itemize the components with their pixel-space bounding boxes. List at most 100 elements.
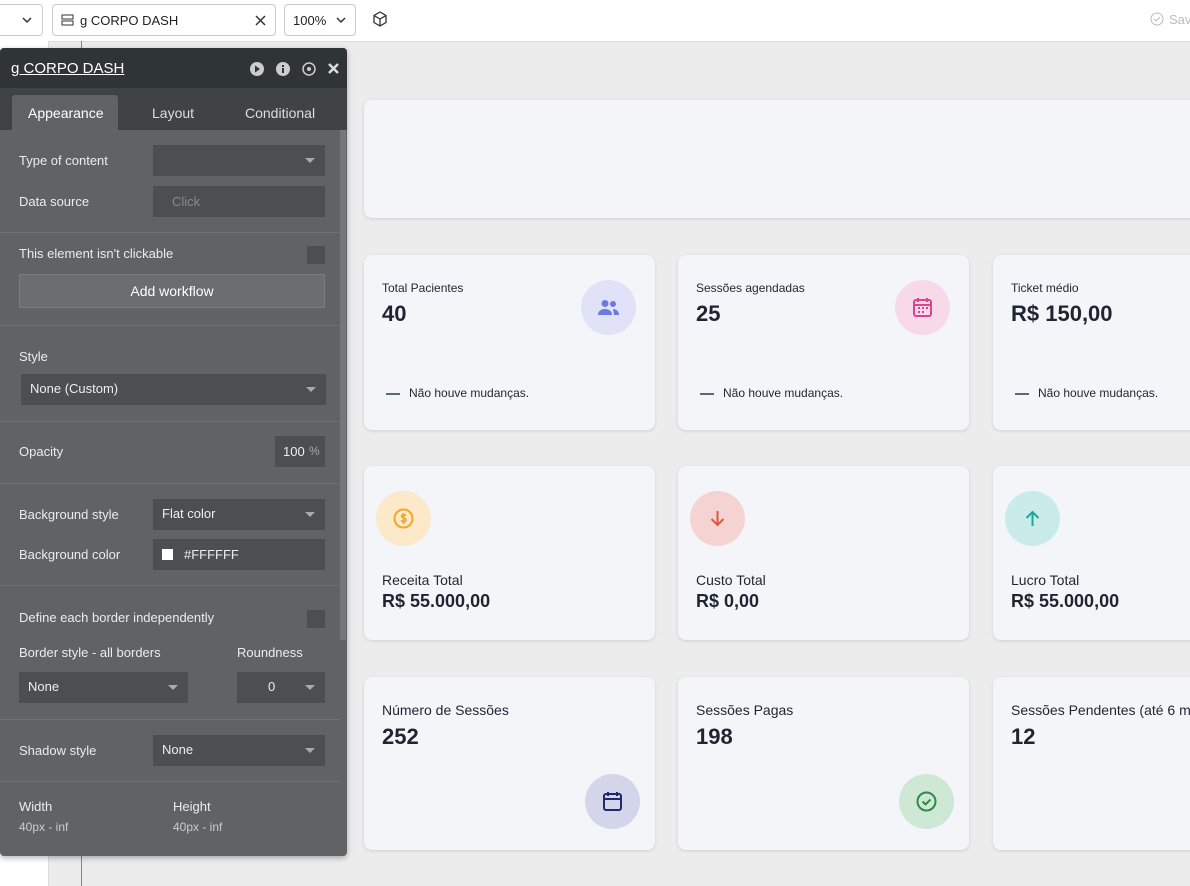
dash-icon [700, 393, 714, 395]
value: 40px - inf [19, 820, 69, 834]
header-card [364, 100, 1190, 218]
label: Opacity [19, 444, 64, 459]
stat-card: Número de Sessões 252 [364, 677, 655, 850]
stat-value: 25 [696, 301, 721, 326]
stat-card: Receita Total R$ 55.000,00 [364, 466, 655, 640]
stat-label: Total Pacientes [382, 281, 464, 295]
checkbox[interactable] [307, 246, 325, 264]
stat-icon [585, 774, 640, 829]
checkbox[interactable] [307, 610, 325, 628]
dropdown[interactable]: None [19, 672, 188, 703]
separator [0, 421, 340, 422]
stat-value: 198 [696, 724, 733, 749]
page-dropdown[interactable] [0, 4, 43, 36]
color-input[interactable]: #FFFFFF [153, 539, 325, 570]
stat-icon [581, 280, 636, 335]
tab-label: g CORPO DASH [80, 13, 179, 28]
opacity-input[interactable]: 100% [275, 436, 325, 467]
stat-label: Sessões Pendentes (até 6 m [1011, 702, 1190, 718]
label: Border style - all borders [19, 645, 161, 660]
label: Style [19, 349, 48, 364]
label: Type of content [19, 153, 108, 168]
dropdown[interactable]: 0 [237, 672, 325, 703]
dash-icon [1015, 393, 1029, 395]
dropdown[interactable]: None (Custom) [21, 374, 326, 405]
property-panel: g CORPO DASH Appearance Layout Condition… [0, 48, 347, 856]
panel-icons[interactable] [249, 61, 344, 77]
separator [0, 483, 340, 484]
separator [0, 781, 340, 782]
stat-note: Não houve mudanças. [409, 386, 530, 400]
stat-value: R$ 55.000,00 [1011, 591, 1120, 611]
stat-note: Não houve mudanças. [723, 386, 844, 400]
separator [0, 719, 340, 720]
element-tab[interactable]: g CORPO DASH [52, 4, 276, 36]
stat-icon [690, 491, 745, 546]
stat-card: Custo Total R$ 0,00 [678, 466, 969, 640]
chevron [22, 17, 32, 24]
input[interactable]: Click [153, 186, 325, 217]
tab[interactable]: Layout [152, 105, 195, 121]
stat-value: 12 [1011, 724, 1036, 749]
stat-label: Sessões agendadas [696, 281, 805, 295]
label: Roundness [237, 645, 303, 660]
stat-icon [899, 774, 954, 829]
stat-value: R$ 150,00 [1011, 301, 1113, 326]
label: Width [19, 799, 53, 814]
close[interactable] [255, 15, 266, 26]
label: Background color [19, 547, 121, 562]
separator [0, 325, 340, 326]
swatch [162, 549, 173, 560]
stat-label: Ticket médio [1011, 281, 1079, 295]
value: #FFFFFF [184, 547, 239, 562]
placeholder: Click [172, 194, 201, 209]
stat-value: R$ 55.000,00 [382, 591, 491, 611]
stat-value: 252 [382, 724, 419, 749]
dropdown[interactable]: Flat color [153, 499, 325, 530]
unit: % [309, 444, 320, 458]
dropdown[interactable] [153, 145, 325, 176]
stat-label: Lucro Total [1011, 572, 1080, 588]
dash-icon [386, 393, 400, 395]
saved-icon [1150, 12, 1164, 26]
stat-card: Ticket médio R$ 150,00 Não houve mudanças. [993, 255, 1190, 430]
stat-card: Sessões agendadas 25 Não houve mudanças. [678, 255, 969, 430]
stat-label: Sessões Pagas [696, 702, 794, 718]
stat-label: Custo Total [696, 572, 766, 588]
tab[interactable]: Appearance [28, 105, 104, 121]
label: Data source [19, 194, 90, 209]
stat-value: 40 [382, 301, 407, 326]
separator [0, 232, 340, 233]
tab[interactable]: Conditional [245, 105, 316, 121]
stat-label: Número de Sessões [382, 702, 509, 718]
scrollbar[interactable] [340, 130, 346, 640]
active-tab[interactable] [12, 95, 118, 130]
stat-icon [895, 280, 950, 335]
label: Background style [19, 507, 119, 522]
stat-card: Sessões Pagas 198 [678, 677, 969, 850]
dropdown[interactable]: None [153, 735, 325, 766]
stat-card: Lucro Total R$ 55.000,00 [993, 466, 1190, 640]
stat-card: Sessões Pendentes (até 6 m 12 [993, 677, 1190, 850]
value: 40px - inf [173, 820, 223, 834]
stat-icon [376, 491, 431, 546]
zoom-dropdown[interactable]: 100% [284, 4, 356, 36]
element-icon [61, 14, 74, 26]
separator [0, 585, 340, 586]
label: Shadow style [19, 743, 97, 758]
chevron [336, 17, 346, 24]
save-status: Sav [1169, 12, 1190, 27]
label: This element isn't clickable [19, 246, 174, 261]
panel-title[interactable]: g CORPO DASH [11, 60, 125, 77]
zoom: 100% [293, 13, 327, 28]
stat-icon [1005, 491, 1060, 546]
value: 100 [283, 444, 305, 459]
add-workflow-button[interactable]: Add workflow [19, 274, 325, 308]
label: Define each border independently [19, 610, 215, 625]
stat-card: Total Pacientes 40 Não houve mudanças. [364, 255, 655, 430]
stat-label: Receita Total [382, 572, 463, 588]
stat-value: R$ 0,00 [696, 591, 760, 611]
label: Height [173, 799, 211, 814]
cube-icon[interactable] [372, 11, 388, 27]
